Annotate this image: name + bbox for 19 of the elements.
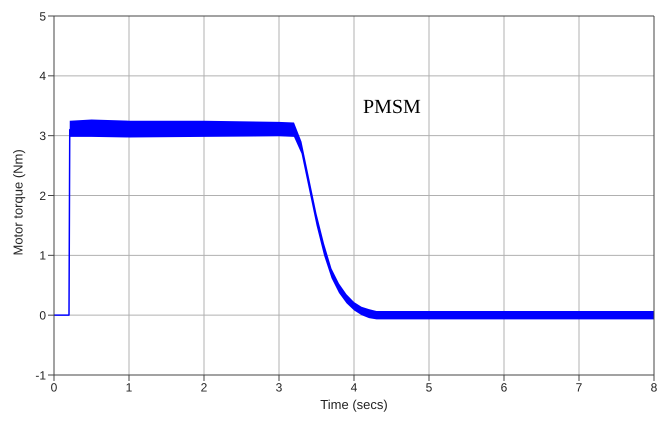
y-axis-title: Motor torque (Nm) <box>10 149 26 256</box>
x-tick-label: 4 <box>350 380 358 395</box>
y-tick-label: 2 <box>39 188 46 203</box>
x-tick-label: 2 <box>200 380 208 395</box>
x-tick-label: 3 <box>276 380 283 395</box>
x-tick-label: 1 <box>126 380 133 395</box>
y-tick-label: 4 <box>39 69 46 84</box>
y-tick-label: 5 <box>39 9 46 24</box>
x-tick-label: 0 <box>50 380 58 395</box>
x-tick-label: 5 <box>426 380 433 395</box>
x-tick-label: 8 <box>650 380 658 395</box>
x-tick-label: 7 <box>576 380 583 395</box>
y-tick-label: -1 <box>35 368 46 382</box>
x-tick-label: 6 <box>500 380 508 395</box>
annotation: PMSM <box>363 96 421 119</box>
x-axis-title: Time (secs) <box>320 397 388 412</box>
y-tick-label: 3 <box>39 128 46 143</box>
y-tick-label: 1 <box>39 248 46 263</box>
y-tick-label: 0 <box>39 308 46 322</box>
